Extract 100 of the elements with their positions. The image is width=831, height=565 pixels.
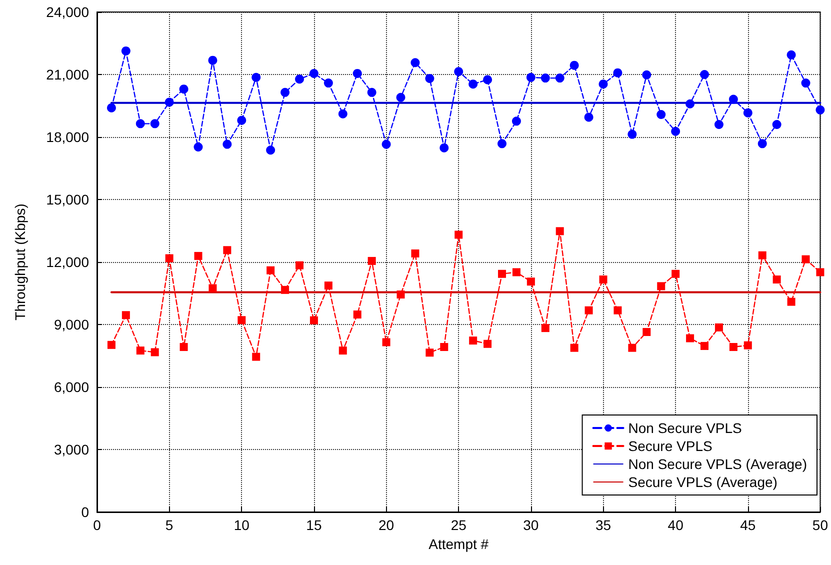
point [700, 342, 708, 350]
y-tick-label: 6,000 [54, 379, 90, 395]
point [512, 116, 521, 126]
point [787, 298, 796, 306]
point [396, 92, 406, 102]
point [324, 78, 333, 88]
point [122, 311, 130, 320]
x-tick-label: 45 [740, 517, 756, 533]
x-axis-title: Attempt # [428, 536, 489, 552]
y-tick-label: 0 [81, 504, 90, 520]
legend-label: Secure VPLS [628, 438, 712, 454]
point [758, 251, 766, 260]
point [179, 84, 188, 94]
point [613, 68, 622, 78]
point [382, 338, 390, 346]
point [396, 290, 405, 298]
legend-label: Non Secure VPLS (Average) [628, 456, 808, 472]
point [150, 348, 159, 356]
point [541, 324, 550, 332]
point [222, 140, 232, 149]
y-tick-label: 18,000 [46, 129, 90, 145]
point [382, 140, 391, 149]
point [526, 278, 535, 286]
y-tick-label: 12,000 [46, 254, 90, 270]
point [672, 270, 680, 278]
point [237, 116, 246, 125]
point [150, 119, 160, 128]
point [772, 120, 782, 129]
point [671, 126, 680, 136]
y-tick-label: 9,000 [54, 316, 90, 332]
point [252, 352, 260, 361]
point [194, 142, 203, 152]
point [744, 341, 752, 350]
point [309, 68, 318, 78]
point [295, 74, 304, 84]
point [468, 80, 478, 89]
x-tick-label: 10 [234, 517, 250, 533]
point [426, 348, 434, 357]
point [729, 343, 738, 351]
point [555, 74, 564, 83]
point [208, 284, 217, 292]
point [802, 255, 810, 264]
point [352, 68, 362, 78]
y-axis-title: Throughput (Kbps) [12, 204, 28, 320]
point [266, 266, 275, 274]
point [484, 340, 492, 348]
x-tick-label: 15 [306, 517, 322, 533]
point [338, 109, 348, 118]
y-tick-label: 3,000 [54, 442, 90, 458]
point [180, 343, 188, 351]
point [367, 88, 376, 97]
y-tick-label: 24,000 [46, 4, 90, 20]
point [801, 78, 810, 88]
x-tick-label: 40 [668, 517, 684, 533]
y-tick-label: 15,000 [46, 192, 90, 208]
point [599, 276, 608, 284]
point [816, 105, 825, 114]
point [238, 316, 246, 324]
point [469, 336, 478, 345]
point [107, 340, 116, 349]
x-tick-label: 50 [812, 517, 828, 533]
point [498, 270, 506, 278]
point [526, 72, 536, 82]
point [540, 74, 550, 83]
point [786, 50, 796, 60]
point [425, 74, 434, 83]
point [628, 130, 637, 139]
point [656, 110, 666, 119]
x-tick-label: 20 [378, 517, 394, 533]
point [570, 60, 579, 70]
point [728, 94, 738, 104]
point [121, 46, 130, 56]
point [700, 70, 709, 79]
point [440, 343, 448, 351]
point [570, 344, 578, 352]
point [223, 246, 232, 254]
point [310, 316, 318, 324]
point [686, 99, 695, 108]
point [816, 268, 824, 276]
x-tick-label: 35 [595, 517, 612, 533]
point [758, 139, 767, 148]
point [324, 282, 332, 290]
point [296, 261, 304, 270]
point [498, 139, 506, 148]
x-tick-label: 25 [450, 517, 467, 533]
point [772, 276, 781, 284]
point [642, 70, 652, 80]
point [454, 67, 464, 76]
point [614, 306, 622, 314]
point [280, 88, 290, 97]
point [714, 120, 724, 129]
legend-label: Secure VPLS (Average) [628, 474, 778, 490]
point [657, 282, 666, 290]
point [136, 119, 145, 128]
point [106, 103, 116, 112]
point [410, 58, 420, 68]
point [194, 252, 202, 260]
x-tick-label: 30 [523, 517, 539, 533]
point [281, 286, 290, 294]
point [556, 227, 564, 236]
